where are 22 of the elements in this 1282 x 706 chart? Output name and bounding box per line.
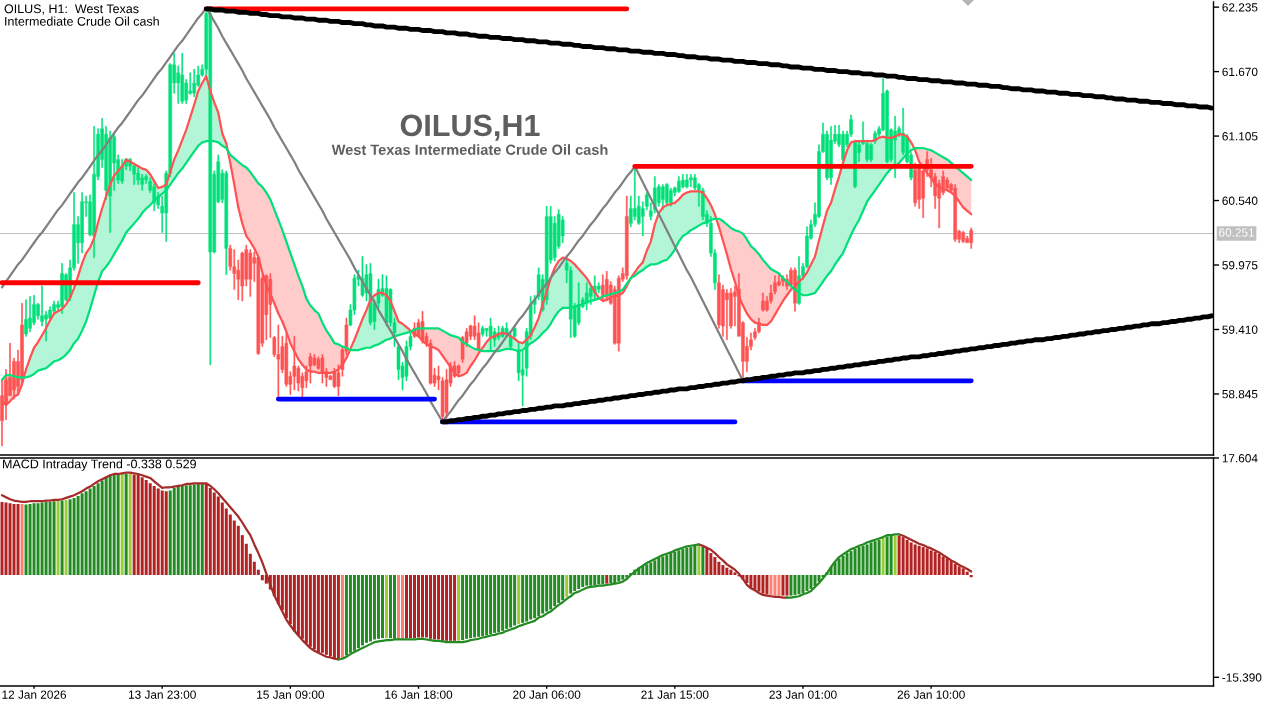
x-tick-label: 20 Jan 06:00: [513, 690, 581, 699]
y-tick-label: 59.410: [1222, 325, 1258, 334]
y-tick-label: 58.845: [1222, 389, 1258, 399]
x-tick-label: 23 Jan 01:00: [769, 690, 837, 699]
annotation: West Texas Intermediate Crude Oil cash: [331, 144, 608, 155]
chart-title: MACD Intraday Trend -0.338 0.529: [3, 459, 196, 471]
y-tick-label: -15.390: [1222, 673, 1262, 682]
x-tick-label: 15 Jan 09:00: [257, 690, 325, 699]
text: OILUS, H1: West Texas Intermediate Crude Oil cash: [4, 4, 159, 26]
x-tick-label: 21 Jan 15:00: [641, 690, 709, 699]
y-tick-label: 60.540: [1222, 196, 1258, 205]
x-tick-label: 13 Jan 23:00: [128, 690, 196, 699]
y-tick-label: 59.975: [1222, 261, 1258, 270]
y-tick-label: 62.235: [1222, 3, 1258, 12]
y-tick-label: 17.604: [1222, 454, 1258, 463]
x-tick-label: 12 Jan 2026: [2, 690, 67, 699]
x-tick-label: 26 Jan 10:00: [897, 690, 965, 699]
ref-line-label: 60.251: [1219, 228, 1255, 237]
y-tick-label: 61.105: [1222, 132, 1258, 141]
x-tick-label: 16 Jan 18:00: [385, 690, 453, 699]
annotation: OILUS,H1: [400, 114, 540, 141]
y-tick-label: 61.670: [1222, 67, 1258, 76]
